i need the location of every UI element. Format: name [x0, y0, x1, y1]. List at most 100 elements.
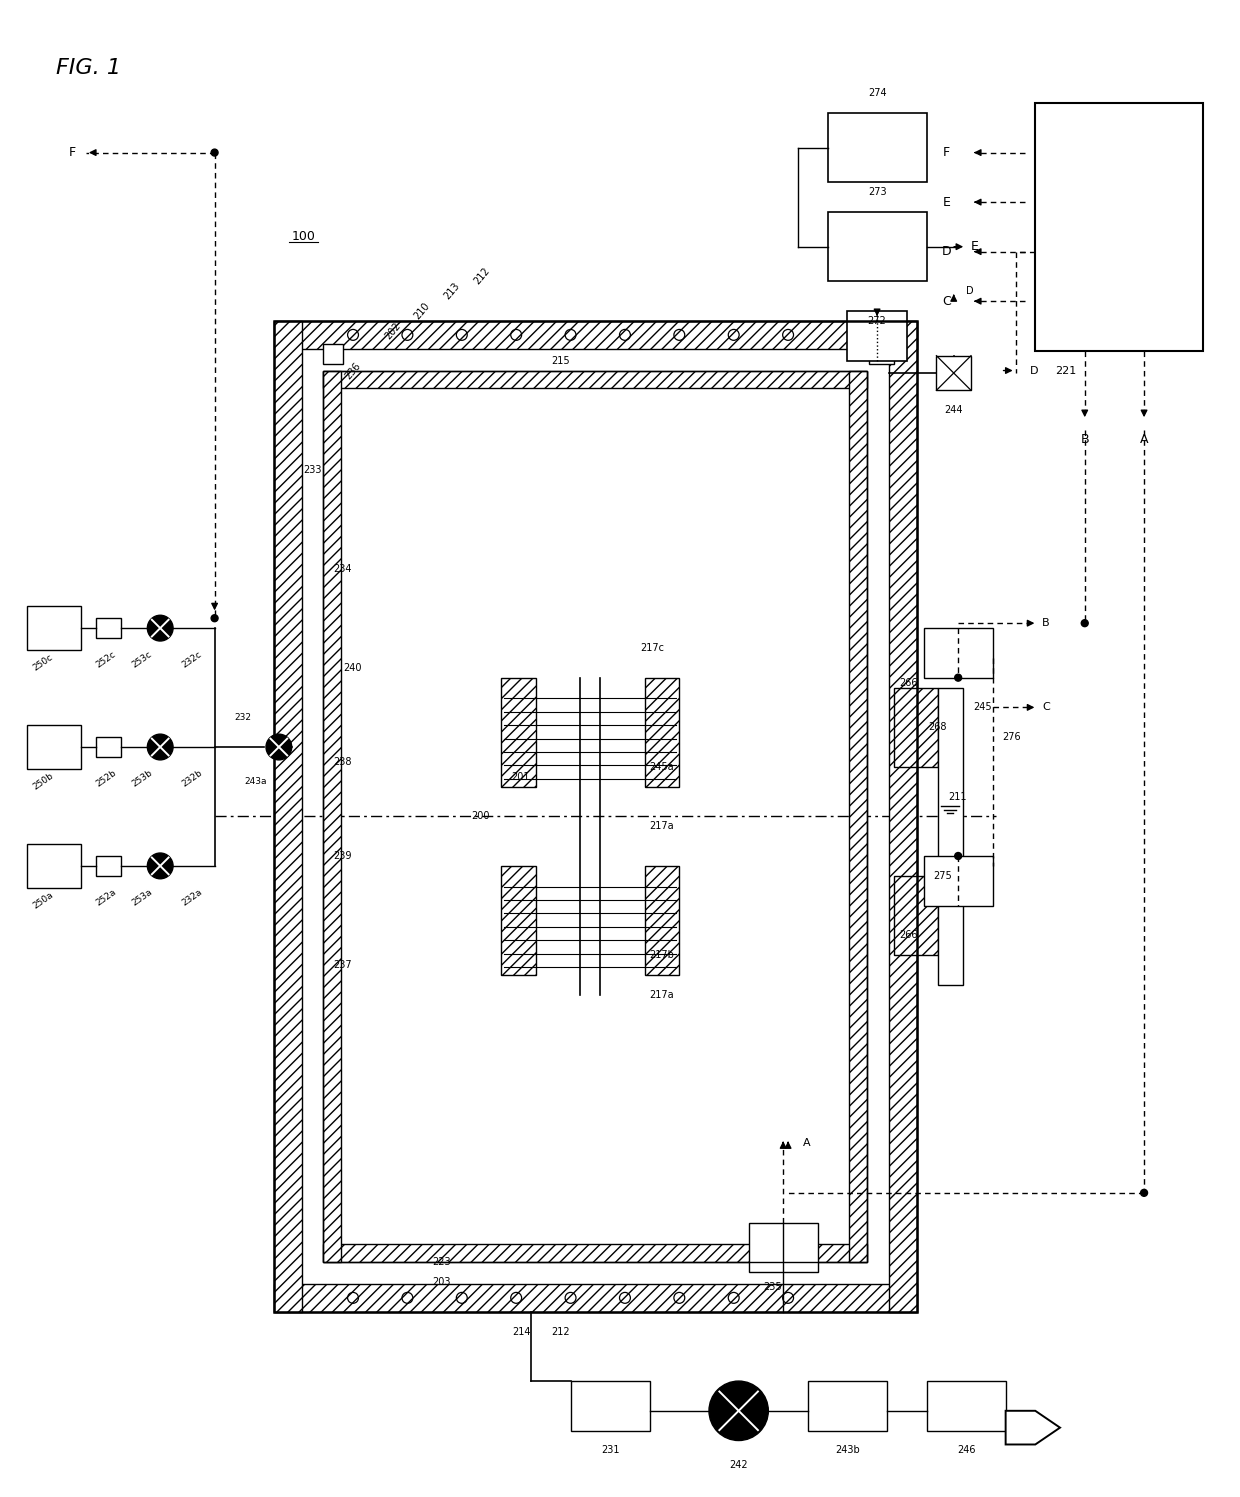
Text: 266: 266	[899, 678, 918, 687]
Text: F: F	[69, 147, 76, 159]
Text: 273: 273	[868, 187, 887, 198]
Text: 252a: 252a	[94, 888, 118, 907]
Text: 268: 268	[929, 722, 947, 732]
Text: 201: 201	[511, 772, 529, 781]
Text: 236: 236	[343, 361, 362, 380]
Bar	[27, 606, 81, 650]
Text: C: C	[1042, 702, 1050, 713]
Text: 210: 210	[413, 301, 432, 322]
Text: 217a: 217a	[650, 822, 675, 831]
Text: 217c: 217c	[640, 642, 663, 653]
Bar	[95, 856, 120, 876]
Text: 244: 244	[945, 406, 963, 415]
Text: 246: 246	[957, 1446, 976, 1455]
Bar	[749, 1223, 817, 1272]
Bar	[95, 737, 120, 757]
Text: 200: 200	[471, 811, 490, 822]
Bar	[924, 856, 993, 906]
Text: A: A	[804, 1138, 811, 1148]
Text: 213: 213	[441, 281, 461, 301]
Bar	[324, 344, 343, 364]
Text: 215: 215	[551, 356, 569, 365]
Bar	[274, 320, 916, 1311]
Circle shape	[1141, 1190, 1147, 1196]
Bar	[808, 1382, 887, 1431]
Circle shape	[148, 853, 174, 879]
Text: 274: 274	[868, 88, 887, 99]
Bar	[324, 371, 867, 388]
Circle shape	[955, 852, 962, 859]
Text: 212: 212	[471, 266, 491, 287]
Bar	[501, 678, 536, 786]
Text: 231: 231	[601, 1446, 619, 1455]
Text: E: E	[971, 240, 978, 253]
Text: B: B	[1042, 618, 1050, 629]
Text: 232b: 232b	[180, 768, 203, 789]
Bar	[27, 844, 81, 888]
Text: 245a: 245a	[650, 762, 675, 772]
Text: 217b: 217b	[650, 951, 675, 960]
Text: 275: 275	[934, 871, 952, 880]
Bar	[274, 320, 916, 349]
Text: 232a: 232a	[180, 888, 203, 907]
Text: 202: 202	[383, 320, 402, 341]
Text: 243a: 243a	[244, 777, 267, 786]
Circle shape	[211, 615, 218, 621]
Text: 253a: 253a	[130, 888, 154, 907]
Text: F: F	[942, 147, 950, 159]
Text: 243b: 243b	[835, 1446, 859, 1455]
Circle shape	[211, 150, 218, 156]
Bar	[27, 725, 81, 769]
Text: E: E	[942, 196, 950, 208]
Text: 232: 232	[234, 713, 252, 722]
Text: 100: 100	[291, 231, 315, 244]
Bar	[894, 687, 939, 766]
Text: 234: 234	[334, 564, 352, 573]
Text: 203: 203	[432, 1277, 450, 1287]
Text: 221: 221	[1055, 365, 1076, 376]
Text: 253c: 253c	[130, 650, 154, 669]
Text: 245: 245	[973, 702, 992, 713]
Bar	[849, 371, 867, 1262]
Text: 272: 272	[868, 316, 887, 326]
Bar	[869, 344, 894, 364]
Text: FIG. 1: FIG. 1	[56, 58, 122, 78]
Bar	[936, 356, 971, 391]
Text: 214: 214	[512, 1326, 531, 1337]
Circle shape	[709, 1382, 769, 1440]
Text: 211: 211	[949, 792, 967, 801]
Text: D: D	[1030, 365, 1039, 376]
Bar	[924, 629, 993, 678]
Text: 233: 233	[304, 464, 322, 475]
Text: 266: 266	[899, 930, 918, 940]
Bar	[274, 320, 301, 1311]
Bar	[570, 1382, 650, 1431]
Text: 250a: 250a	[32, 891, 56, 910]
Text: C: C	[942, 295, 951, 308]
Text: 252b: 252b	[94, 768, 118, 789]
Text: 212: 212	[552, 1326, 570, 1337]
Text: 239: 239	[334, 850, 352, 861]
Text: 238: 238	[334, 757, 352, 766]
Bar	[926, 1382, 1006, 1431]
Text: 253b: 253b	[130, 768, 155, 789]
Bar	[324, 1244, 867, 1262]
Bar	[324, 371, 341, 1262]
Text: 240: 240	[343, 663, 362, 672]
Circle shape	[148, 734, 174, 760]
Text: 237: 237	[334, 960, 352, 970]
Bar	[939, 687, 963, 985]
Bar	[501, 865, 536, 975]
Text: B: B	[1080, 434, 1089, 446]
Bar	[324, 371, 867, 1262]
Text: 276: 276	[1003, 732, 1022, 743]
Text: D: D	[941, 246, 951, 257]
Bar	[827, 213, 926, 281]
Bar	[274, 1284, 916, 1311]
Text: D: D	[966, 286, 973, 296]
Text: 242: 242	[729, 1460, 748, 1470]
Text: 235: 235	[764, 1281, 782, 1292]
Bar	[645, 678, 680, 786]
Text: A: A	[1140, 434, 1148, 446]
Bar	[894, 876, 939, 955]
